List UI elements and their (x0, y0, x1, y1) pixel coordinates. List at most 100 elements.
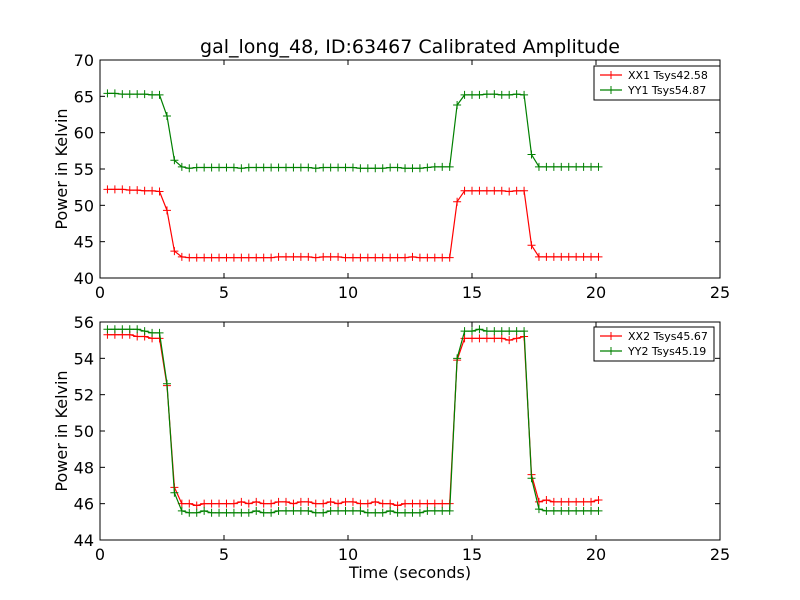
data-point (564, 162, 573, 171)
legend-box (593, 65, 721, 101)
data-point (148, 90, 157, 99)
data-point (468, 327, 476, 336)
data-point (103, 325, 112, 334)
data-point (512, 334, 521, 343)
data-point (579, 252, 588, 261)
data-point (237, 508, 246, 517)
data-point (148, 186, 157, 195)
data-point (572, 252, 581, 261)
data-point (520, 90, 529, 99)
data-point (319, 499, 328, 508)
bottom-panel: 0 5 10 15 20 25 44 46 48 50 52 54 56 Power in Kelvin X… (52, 313, 730, 564)
data-point (371, 253, 380, 262)
data-point (334, 252, 343, 261)
data-point (215, 499, 224, 508)
series-line (107, 334, 599, 507)
data-point (110, 325, 119, 334)
x-tick-label: 25 (710, 545, 730, 564)
data-point (482, 90, 491, 99)
x-tick-label: 10 (338, 283, 358, 302)
data-point (557, 252, 566, 261)
data-point (185, 253, 194, 262)
data-point (103, 89, 112, 98)
data-point (282, 506, 290, 515)
data-point (103, 185, 112, 194)
y-tick-label: 56 (74, 313, 94, 332)
data-point (363, 253, 372, 262)
data-point (110, 89, 119, 98)
data-point (252, 253, 261, 262)
data-point (162, 206, 171, 215)
data-point (133, 325, 142, 334)
data-point (415, 253, 424, 262)
data-point (482, 334, 491, 343)
data-point (244, 253, 253, 262)
y-tick-label: 54 (74, 349, 94, 368)
data-point (274, 252, 283, 261)
data-point (311, 253, 320, 262)
data-point (378, 499, 387, 508)
data-point (289, 506, 298, 515)
data-point (415, 164, 424, 173)
data-point (326, 252, 335, 261)
legend-label: XX1 Tsys42.58 (628, 69, 708, 82)
data-point (445, 506, 454, 515)
data-point (423, 253, 432, 262)
data-point (237, 497, 246, 506)
data-point (549, 252, 558, 261)
x-tick-label: 15 (462, 545, 482, 564)
data-point (438, 253, 447, 262)
data-point (587, 497, 596, 506)
data-point (259, 253, 268, 262)
data-point (401, 253, 410, 262)
x-tick-label: 20 (586, 283, 606, 302)
data-point (185, 164, 194, 173)
data-point (319, 252, 328, 261)
data-point (475, 334, 484, 343)
data-point (259, 163, 268, 172)
data-point (371, 508, 380, 517)
data-point (229, 499, 238, 508)
data-point (133, 90, 142, 99)
data-point (475, 90, 484, 99)
legend-box (593, 326, 715, 362)
y-tick-label: 52 (74, 386, 94, 405)
data-point (453, 354, 462, 363)
data-point (267, 163, 276, 172)
data-point (490, 327, 499, 336)
data-point (386, 499, 395, 508)
data-point (304, 163, 313, 172)
data-point (170, 488, 179, 497)
data-point (252, 163, 261, 172)
data-point (200, 253, 209, 262)
data-point (363, 508, 372, 517)
y-tick-label: 60 (74, 124, 94, 143)
data-point (371, 164, 380, 173)
legend: XX2 Tsys45.67 YY2 Tsys45.19 (593, 326, 715, 362)
x-tick-label: 5 (219, 545, 229, 564)
data-point (393, 253, 402, 262)
data-point (564, 506, 573, 515)
x-tick-label: 10 (338, 545, 358, 564)
data-point (497, 327, 506, 336)
data-point (207, 253, 216, 262)
data-point (296, 163, 305, 172)
data-point (274, 163, 283, 172)
data-point (192, 501, 201, 510)
data-point (542, 506, 551, 515)
y-tick-label: 70 (74, 51, 94, 70)
data-point (401, 499, 410, 508)
data-point (579, 506, 588, 515)
data-point (334, 163, 343, 172)
data-point (468, 90, 476, 99)
data-point (401, 164, 410, 173)
data-point (222, 163, 231, 172)
data-point (319, 163, 328, 172)
data-point (348, 163, 357, 172)
data-point (572, 497, 581, 506)
data-point (378, 508, 387, 517)
data-point (423, 506, 432, 515)
data-point (460, 334, 469, 343)
legend-label: YY2 Tsys45.19 (627, 345, 706, 358)
data-point (244, 163, 253, 172)
